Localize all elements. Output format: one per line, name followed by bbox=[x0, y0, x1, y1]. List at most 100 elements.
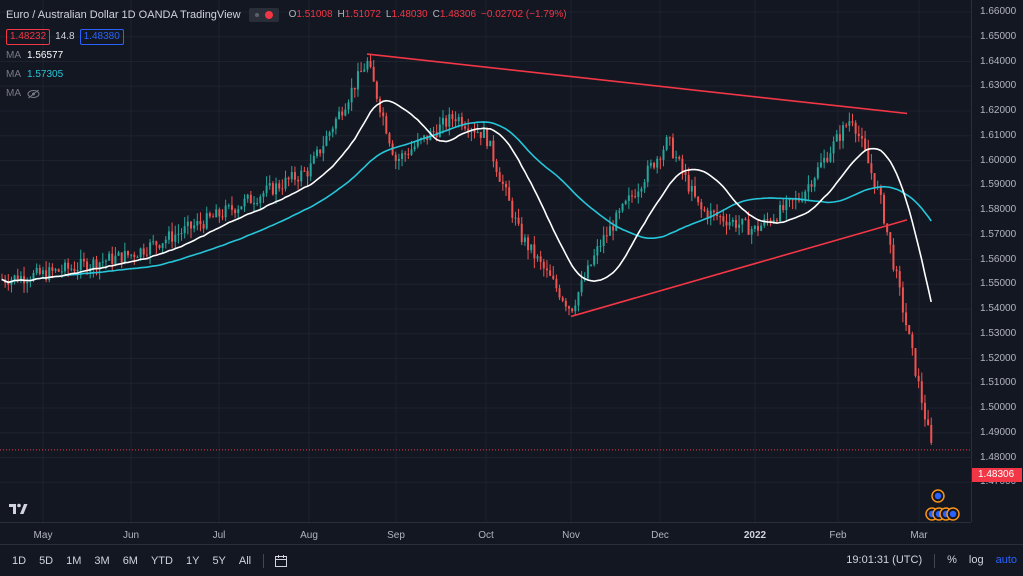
economic-event-icon bbox=[949, 510, 957, 518]
candle-body bbox=[820, 162, 822, 168]
price-tick-label: 1.53000 bbox=[980, 327, 1017, 339]
goto-date-icon[interactable] bbox=[274, 554, 288, 568]
range-3m-button[interactable]: 3M bbox=[94, 554, 110, 567]
range-1d-button[interactable]: 1D bbox=[12, 554, 27, 567]
candle-body bbox=[158, 245, 161, 248]
candle-body bbox=[558, 288, 561, 298]
log-scale-button[interactable]: log bbox=[968, 554, 984, 566]
price-tick-label: 1.52000 bbox=[980, 352, 1017, 364]
candle-body bbox=[826, 157, 829, 162]
candle-body bbox=[234, 209, 237, 214]
candle-body bbox=[177, 233, 180, 235]
candle-body bbox=[889, 232, 892, 245]
candle-body bbox=[41, 270, 44, 275]
candle-body bbox=[612, 226, 615, 231]
price-tick-label: 1.63000 bbox=[980, 80, 1017, 92]
candle-body bbox=[454, 119, 457, 122]
candle-body bbox=[7, 282, 10, 285]
candle-body bbox=[574, 305, 577, 312]
candle-body bbox=[886, 223, 889, 233]
percent-scale-button[interactable]: % bbox=[947, 554, 957, 566]
candle-body bbox=[448, 114, 451, 127]
candle-body bbox=[464, 126, 467, 129]
candle-body bbox=[517, 217, 520, 224]
candle-body bbox=[917, 375, 920, 382]
candle-body bbox=[738, 224, 741, 228]
candle-body bbox=[719, 216, 722, 218]
price-change: −0.02702 (−1.79%) bbox=[481, 9, 567, 20]
price-chart[interactable] bbox=[0, 0, 971, 522]
symbol-title[interactable]: Euro / Australian Dollar 1D OANDA Tradin… bbox=[6, 8, 241, 21]
candle-body bbox=[423, 135, 426, 139]
sell-button[interactable]: 1.48232 bbox=[6, 28, 51, 45]
market-status-icon[interactable] bbox=[248, 7, 279, 22]
candle-body bbox=[555, 278, 558, 289]
range-1y-button[interactable]: 1Y bbox=[185, 554, 200, 567]
indicator-ma-hidden[interactable]: MA bbox=[6, 84, 572, 103]
price-tick-label: 1.59000 bbox=[980, 179, 1017, 191]
candle-body bbox=[212, 216, 215, 218]
candle-body bbox=[498, 172, 501, 182]
candle-body bbox=[410, 149, 413, 155]
candle-body bbox=[202, 224, 205, 229]
range-1m-button[interactable]: 1M bbox=[66, 554, 82, 567]
eye-hidden-icon[interactable] bbox=[27, 89, 40, 99]
candle-body bbox=[634, 196, 637, 198]
buy-button[interactable]: 1.48380 bbox=[79, 28, 124, 45]
candle-body bbox=[249, 194, 252, 204]
time-axis[interactable]: May Jun Jul Aug Sep Oct Nov Dec 2022 Feb Mar bbox=[0, 522, 971, 545]
time-tick-label: Oct bbox=[478, 530, 494, 541]
ma-slow-line bbox=[1, 121, 932, 284]
candle-body bbox=[605, 235, 608, 237]
candle-body bbox=[32, 272, 35, 281]
candle-body bbox=[593, 255, 596, 265]
candle-body bbox=[133, 254, 136, 258]
candle-body bbox=[750, 229, 753, 235]
candle-body bbox=[527, 237, 530, 251]
candle-body bbox=[766, 219, 769, 221]
candle-body bbox=[835, 134, 838, 142]
candle-body bbox=[665, 137, 668, 150]
candle-body bbox=[407, 154, 410, 156]
candle-body bbox=[416, 139, 419, 147]
candle-body bbox=[92, 259, 95, 268]
candle-body bbox=[108, 253, 111, 261]
range-6m-button[interactable]: 6M bbox=[122, 554, 138, 567]
time-tick-label: Mar bbox=[910, 530, 928, 541]
price-tick-label: 1.55000 bbox=[980, 278, 1017, 290]
candle-body bbox=[883, 194, 885, 224]
candle-body bbox=[536, 256, 539, 259]
candle-body bbox=[586, 265, 589, 279]
clock[interactable]: 19:01:31 (UTC) bbox=[846, 554, 923, 566]
candle-body bbox=[246, 194, 249, 199]
candle-body bbox=[539, 256, 542, 262]
candle-body bbox=[174, 234, 177, 242]
price-tick-label: 1.64000 bbox=[980, 55, 1017, 67]
time-tick-label: May bbox=[33, 530, 53, 541]
range-ytd-button[interactable]: YTD bbox=[150, 554, 173, 567]
candle-body bbox=[618, 210, 621, 213]
candle-body bbox=[631, 195, 633, 197]
chart-area[interactable] bbox=[0, 0, 971, 522]
candle-body bbox=[130, 254, 133, 256]
price-axis[interactable]: 1.66000 1.65000 1.64000 1.63000 1.62000 1.610… bbox=[971, 0, 1023, 522]
candle-body bbox=[360, 71, 363, 73]
auto-scale-button[interactable]: auto bbox=[995, 554, 1017, 566]
candle-body bbox=[401, 153, 404, 159]
candle-body bbox=[341, 111, 344, 116]
candle-body bbox=[265, 185, 268, 194]
divider bbox=[263, 553, 265, 568]
candle-body bbox=[70, 268, 73, 270]
indicator-ma-fast[interactable]: MA 1.56577 bbox=[6, 46, 572, 65]
range-5d-button[interactable]: 5D bbox=[39, 554, 54, 567]
candle-body bbox=[297, 179, 300, 182]
range-all-button[interactable]: All bbox=[238, 554, 252, 567]
indicator-ma-slow[interactable]: MA 1.57305 bbox=[6, 65, 572, 84]
candle-body bbox=[930, 424, 933, 443]
tradingview-logo-icon[interactable] bbox=[8, 500, 28, 516]
candle-body bbox=[142, 248, 145, 255]
candle-body bbox=[568, 306, 570, 309]
trendline-support bbox=[570, 219, 908, 318]
candle-body bbox=[388, 133, 391, 144]
range-5y-button[interactable]: 5Y bbox=[212, 554, 226, 567]
